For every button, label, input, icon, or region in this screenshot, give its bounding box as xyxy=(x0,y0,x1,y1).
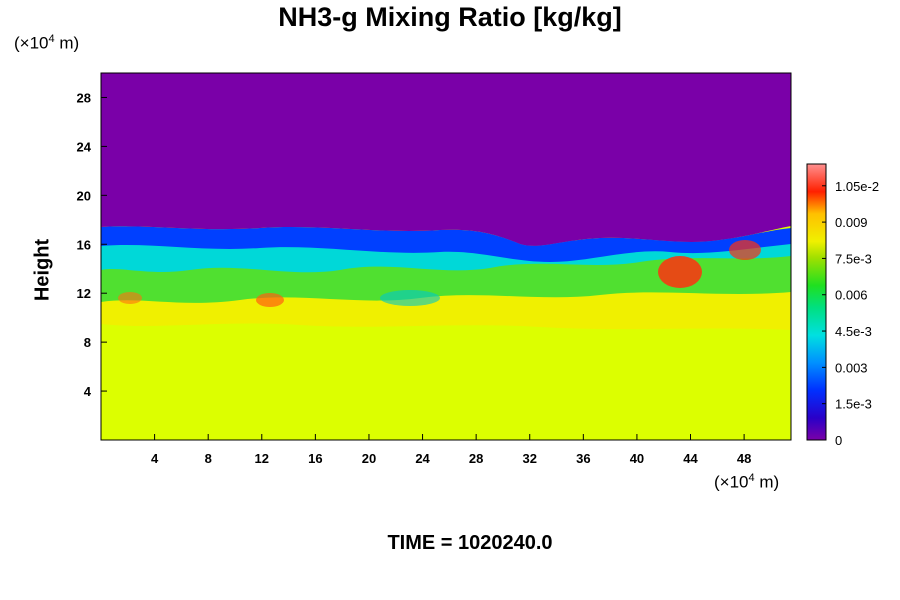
x-tick-label: 16 xyxy=(308,451,322,466)
x-tick-label: 44 xyxy=(683,451,698,466)
x-tick-label: 20 xyxy=(362,451,376,466)
y-tick-label: 28 xyxy=(77,90,91,105)
y-axis: 4 8 12 16 20 24 28 xyxy=(77,90,107,399)
x-tick-label: 32 xyxy=(523,451,537,466)
chart-title: NH3-g Mixing Ratio [kg/kg] xyxy=(278,2,622,32)
y-tick-label: 16 xyxy=(77,237,91,252)
x-tick-label: 4 xyxy=(151,451,159,466)
colorbar-tick-label: 4.5e-3 xyxy=(835,324,872,339)
y-axis-unit: (×104 m) xyxy=(14,33,80,53)
heatmap-hotspot xyxy=(380,290,440,306)
colorbar-tick-label: 0 xyxy=(835,433,842,448)
heatmap-band-blue xyxy=(101,226,791,262)
x-tick-label: 28 xyxy=(469,451,483,466)
colorbar-tick-label: 0.003 xyxy=(835,360,868,375)
y-tick-label: 8 xyxy=(84,335,91,350)
x-tick-label: 8 xyxy=(205,451,212,466)
y-tick-label: 4 xyxy=(84,384,92,399)
colorbar-tick-label: 0.009 xyxy=(835,215,868,230)
x-axis: 4 8 12 16 20 24 28 32 36 40 44 48 xyxy=(151,434,751,466)
x-tick-label: 48 xyxy=(737,451,751,466)
colorbar-tick-label: 1.05e-2 xyxy=(835,179,879,194)
colorbar-tick-label: 0.006 xyxy=(835,288,868,303)
x-tick-label: 12 xyxy=(255,451,269,466)
y-tick-label: 20 xyxy=(77,188,91,203)
colorbar-tick-label: 7.5e-3 xyxy=(835,251,872,266)
heatmap-hotspot xyxy=(658,256,702,288)
y-tick-label: 24 xyxy=(77,139,92,154)
y-tick-label: 12 xyxy=(77,286,91,301)
heatmap-hotspot xyxy=(256,293,284,307)
colorbar xyxy=(806,163,827,441)
colorbar-axis: 0 1.5e-3 0.003 4.5e-3 0.006 7.5e-3 0.009 1.05e-… xyxy=(822,179,879,448)
time-label: TIME = 1020240.0 xyxy=(387,532,553,554)
heatmap-hotspot xyxy=(729,240,761,260)
heatmap-hotspot xyxy=(118,292,142,304)
x-tick-label: 24 xyxy=(415,451,430,466)
x-tick-label: 40 xyxy=(630,451,644,466)
heatmap-region-upper xyxy=(101,73,791,246)
x-tick-label: 36 xyxy=(576,451,590,466)
heatmap-field xyxy=(101,73,791,440)
colorbar-tick-label: 1.5e-3 xyxy=(835,397,872,412)
x-axis-unit: (×104 m) xyxy=(714,472,780,492)
plot-frame xyxy=(100,72,792,441)
